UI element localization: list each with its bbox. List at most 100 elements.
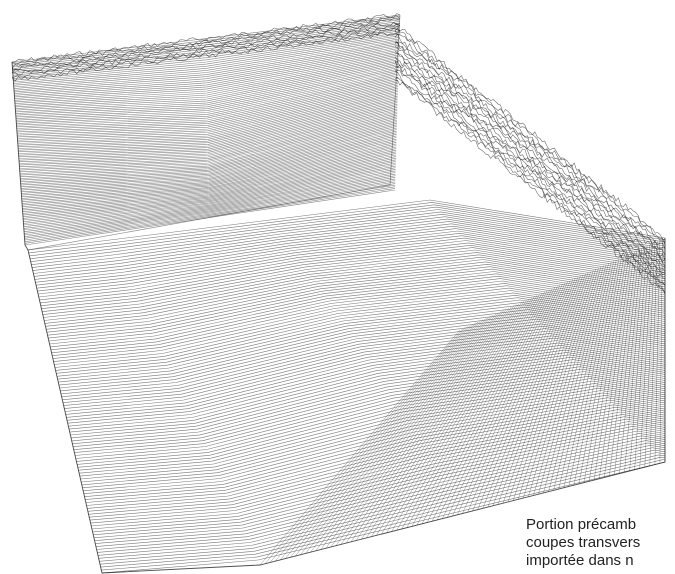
crest-line [394, 69, 666, 285]
surface-line [87, 411, 666, 512]
surface-line [73, 361, 666, 450]
front-face-line [442, 288, 553, 519]
back-face-line [19, 111, 398, 164]
back-face-line [20, 126, 397, 179]
back-face-line [16, 76, 399, 128]
back-face-line [14, 49, 400, 99]
surface-line [85, 404, 666, 503]
front-face-line [467, 282, 566, 513]
front-face-line [355, 307, 509, 541]
front-face-line [376, 303, 520, 536]
back-face-line [22, 159, 396, 214]
back-face-line [21, 140, 397, 194]
back-face-line [21, 143, 397, 198]
back-face-line [24, 177, 396, 232]
front-face-line [371, 304, 517, 537]
front-face-line [366, 305, 515, 539]
front-face-line [528, 269, 597, 497]
surface-line [48, 271, 666, 339]
surface-line [62, 323, 666, 403]
back-face-line [17, 89, 398, 141]
front-face-line [462, 283, 563, 514]
back-face-line [21, 148, 397, 202]
surface-line [28, 202, 666, 254]
back-face-line [15, 67, 399, 118]
surface-line [92, 428, 666, 533]
surface-line [29, 204, 666, 257]
surface-line [60, 316, 666, 395]
surface-line [64, 330, 666, 412]
surface-line [85, 402, 666, 500]
back-face-line [16, 72, 399, 123]
surface-line [27, 199, 666, 251]
surface-line [34, 221, 666, 277]
front-face-line [583, 256, 625, 483]
back-face-line [18, 103, 398, 156]
surface-line [42, 252, 666, 315]
front-face-line [406, 296, 535, 528]
front-face-line [350, 309, 507, 542]
back-face-line [21, 137, 397, 191]
surface-line [43, 254, 666, 318]
surface-line [68, 342, 666, 427]
front-face-line [396, 298, 530, 531]
surface-line [89, 418, 666, 521]
front-face-line [609, 250, 638, 477]
back-face-line [16, 81, 399, 133]
outer-edge [11, 61, 666, 574]
back-face-line [18, 100, 398, 153]
front-face-line [452, 286, 558, 517]
surface-line [45, 261, 666, 327]
back-face-line [18, 108, 398, 161]
surface-line [74, 363, 666, 453]
front-face-line [578, 257, 622, 484]
back-face-line [14, 51, 400, 101]
surface-line [60, 313, 666, 392]
back-face-line [23, 172, 396, 227]
surface-line [96, 442, 666, 550]
surface-line [99, 452, 666, 562]
front-face-line [588, 255, 627, 482]
front-face-line [533, 267, 599, 496]
surface-line [38, 235, 666, 295]
surface-line [58, 306, 666, 383]
surface-line [91, 425, 666, 530]
back-face-line [21, 142, 397, 196]
surface-line [31, 211, 666, 265]
crest-line [394, 41, 666, 256]
surface-line [77, 375, 666, 468]
surface-line [87, 409, 666, 509]
surface-line [97, 447, 666, 556]
surface-line [36, 228, 666, 286]
surface-line [76, 371, 666, 462]
surface-line [101, 459, 666, 571]
surface-line [52, 287, 666, 359]
front-face-line [340, 311, 502, 545]
front-face-line [315, 317, 489, 551]
back-face-line [20, 135, 397, 189]
block-outline [11, 14, 666, 574]
front-face-line [259, 329, 461, 566]
front-face-line [482, 279, 574, 509]
back-face-line [18, 107, 398, 159]
back-face-line [19, 113, 398, 166]
back-face-line [16, 70, 399, 121]
surface-line [94, 435, 666, 541]
back-face-line [14, 44, 400, 94]
surface-line [40, 244, 666, 307]
surface-line [66, 337, 666, 421]
back-face-line [20, 124, 397, 178]
back-face-line [15, 64, 399, 114]
back-face-line [22, 151, 397, 206]
crest-line [394, 53, 666, 269]
back-face-line [22, 154, 397, 209]
crest-line [11, 24, 401, 76]
back-face-line [19, 116, 398, 169]
back-face-line [13, 40, 400, 89]
surface-line [38, 237, 666, 298]
front-face-line [290, 322, 476, 558]
surface-line [75, 366, 666, 456]
front-face-line [523, 270, 594, 499]
surface-line [72, 356, 666, 445]
surface-line [32, 216, 666, 271]
